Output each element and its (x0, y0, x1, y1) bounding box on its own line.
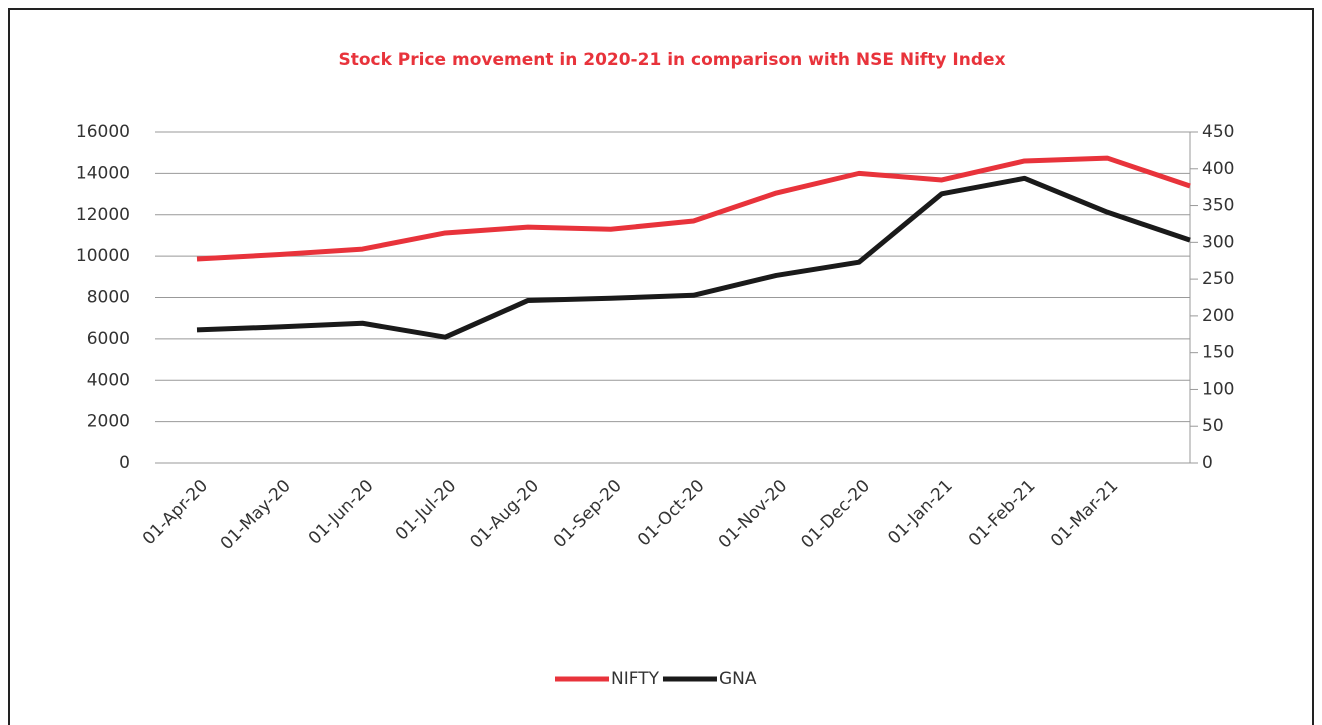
y-tick-label: 4000 (87, 370, 130, 390)
x-tick-label: 01-Mar-21 (1047, 476, 1122, 551)
legend-label: GNA (719, 669, 757, 689)
x-tick-label: 01-Dec-20 (797, 476, 874, 553)
y-tick-label: 14000 (76, 163, 130, 183)
y2-tick-label: 150 (1202, 343, 1234, 363)
y-tick-label: 0 (119, 453, 130, 473)
y2-tick-label: 50 (1202, 416, 1224, 436)
y2-tick-label: 300 (1202, 232, 1234, 252)
x-tick-label: 01-May-20 (217, 476, 295, 554)
x-tick-label: 01-Apr-20 (139, 476, 212, 549)
x-tick-label: 01-Jul-20 (392, 476, 461, 545)
y-tick-label: 12000 (76, 205, 130, 225)
x-tick-label: 01-Sep-20 (550, 476, 626, 552)
y-tick-label: 8000 (87, 288, 130, 308)
x-tick-label: 01-Aug-20 (466, 476, 543, 553)
y2-tick-label: 450 (1202, 122, 1234, 142)
y2-tick-label: 0 (1202, 453, 1213, 473)
y2-tick-label: 350 (1202, 196, 1234, 216)
series-line (196, 155, 1191, 262)
legend-label: NIFTY (611, 669, 660, 689)
series-line (196, 175, 1191, 340)
y2-tick-label: 100 (1202, 379, 1234, 399)
x-tick-label: 01-Oct-20 (634, 476, 709, 551)
y2-tick-label: 250 (1202, 269, 1234, 289)
y-tick-label: 6000 (87, 329, 130, 349)
y2-tick-label: 200 (1202, 306, 1234, 326)
y-tick-label: 16000 (76, 122, 130, 142)
frame (8, 8, 1314, 725)
x-tick-label: 01-Nov-20 (715, 476, 792, 553)
x-tick-label: 01-Jan-21 (884, 476, 957, 549)
y-tick-label: 10000 (76, 246, 130, 266)
chart-title: Stock Price movement in 2020-21 in compa… (338, 50, 1005, 70)
y2-tick-label: 400 (1202, 159, 1234, 179)
x-tick-label: 01-Feb-21 (965, 476, 1040, 551)
y-tick-label: 2000 (87, 412, 130, 432)
x-tick-label: 01-Jun-20 (305, 476, 378, 549)
